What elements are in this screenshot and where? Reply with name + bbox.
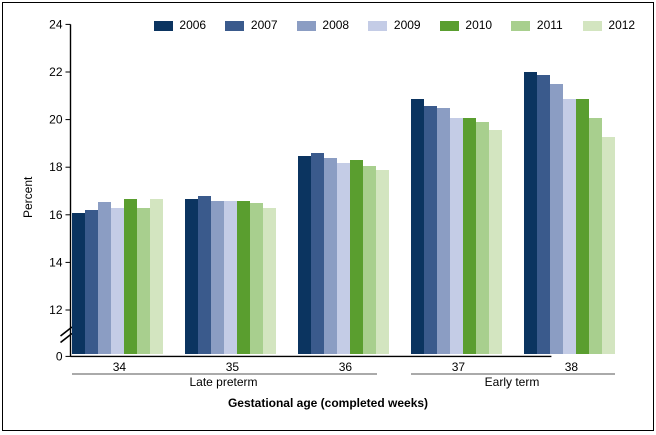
svg-text:20: 20 — [49, 113, 63, 127]
svg-text:0: 0 — [56, 349, 63, 363]
svg-text:12: 12 — [49, 303, 63, 317]
svg-text:22: 22 — [49, 65, 63, 79]
svg-text:14: 14 — [49, 255, 63, 269]
svg-text:18: 18 — [49, 160, 63, 174]
svg-text:24: 24 — [49, 17, 63, 31]
svg-text:16: 16 — [49, 208, 63, 222]
